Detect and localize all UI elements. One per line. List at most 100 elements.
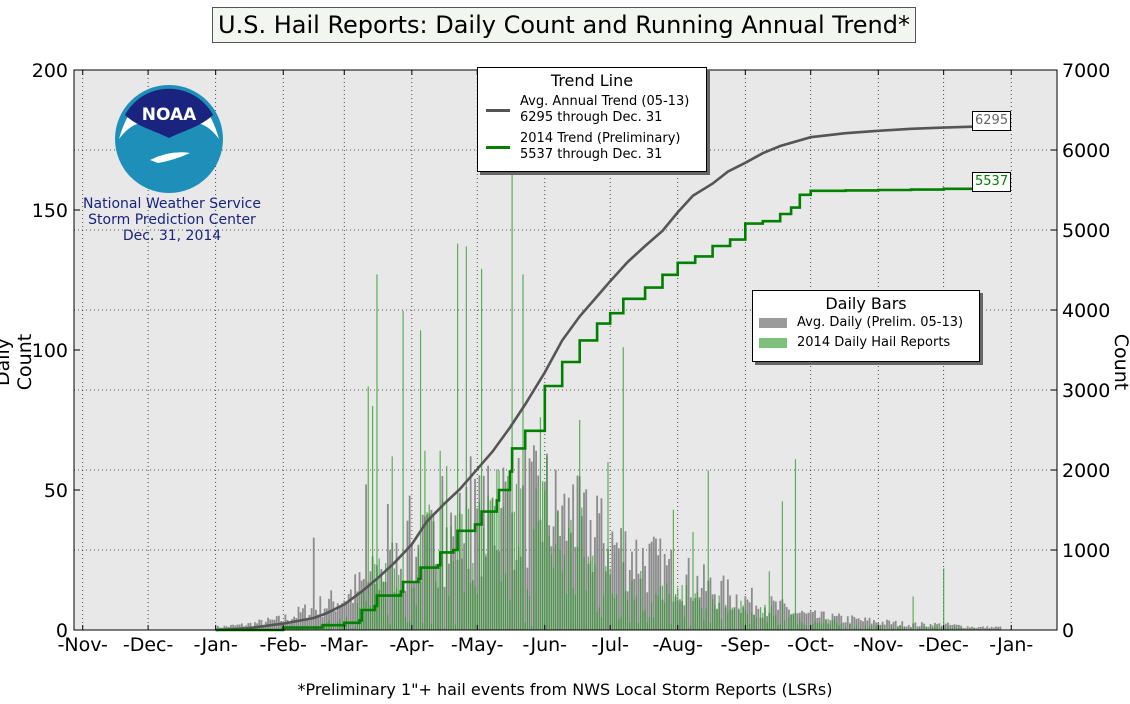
avg-daily-bar [561, 505, 564, 630]
daily-2014-bar [546, 456, 548, 630]
avg-daily-bar [938, 623, 941, 630]
org-line-1: National Weather Service [83, 196, 261, 212]
daily-2014-bar [378, 558, 380, 630]
avg-daily-bar [864, 617, 867, 630]
daily-2014-bar [454, 624, 457, 630]
daily-2014-bar [369, 605, 372, 630]
avg-daily-bar [295, 618, 298, 630]
y-right-tick-label: 2000 [1062, 460, 1110, 482]
daily-2014-bar [607, 462, 609, 630]
daily-2014-bar [500, 581, 502, 630]
daily-2014-bar [727, 612, 729, 630]
daily-2014-bar [426, 511, 428, 630]
trend-legend-avg-line1: Avg. Annual Trend (05-13) [520, 94, 690, 109]
daily-2014-bar [762, 612, 764, 630]
daily-2014-bar [943, 568, 945, 630]
avg-daily-bar [306, 619, 309, 630]
daily-2014-bar [528, 595, 531, 630]
avg-daily-bar [275, 616, 278, 630]
daily-2014-bar [934, 627, 936, 630]
daily-2014-bar [670, 623, 672, 630]
daily-2014-bar [659, 586, 661, 630]
logo-top [125, 88, 213, 138]
avg-daily-bar [803, 612, 806, 630]
trend-2014-line [215, 186, 1004, 632]
daily-2014-bar [692, 532, 694, 630]
daily-2014-bar [903, 626, 906, 630]
daily-2014-bar [945, 628, 947, 630]
right-axis-label: Annual Count [1110, 333, 1130, 391]
avg-daily-bar [722, 575, 725, 630]
daily-2014-bar [594, 564, 596, 630]
daily-2014-bar [494, 505, 496, 630]
daily-2014-bar [533, 529, 535, 630]
avg-daily-bar [997, 626, 1000, 630]
end-label-avg: 6295 [972, 111, 1012, 131]
avg-daily-bar [995, 626, 997, 630]
avg-daily-bar [857, 618, 860, 630]
avg-daily-bar [410, 545, 413, 630]
bars-legend: Daily Bars Avg. Daily (Prelim. 05-13) 20… [752, 290, 980, 362]
trend-legend-2014: 2014 Trend (Preliminary) 5537 through De… [478, 131, 706, 163]
x-tick-label: -Feb- [260, 634, 307, 656]
daily-2014-bar [598, 607, 600, 630]
bars-legend-avg-swatch [759, 318, 787, 328]
avg-daily-bar [620, 528, 622, 630]
daily-2014-bar [738, 608, 740, 630]
daily-2014-bar [609, 568, 611, 630]
avg-daily-bar [905, 626, 908, 630]
avg-daily-bar [291, 619, 293, 630]
x-tick-label: -Sep- [721, 634, 771, 656]
daily-2014-bar [764, 604, 766, 630]
daily-2014-bar [746, 613, 749, 630]
avg-daily-bar [851, 615, 854, 630]
daily-2014-bar [677, 587, 679, 630]
avg-daily-bar [389, 549, 391, 630]
avg-daily-bar [971, 626, 973, 630]
daily-2014-bar [480, 268, 483, 630]
avg-daily-bar [659, 538, 662, 630]
trend-lines [215, 125, 1004, 632]
daily-2014-bar [376, 274, 378, 630]
daily-2014-bar [716, 608, 718, 630]
daily-2014-bar [572, 588, 574, 630]
trend-legend-2014-line2: 5537 through Dec. 31 [520, 147, 663, 162]
daily-2014-bar [855, 624, 858, 630]
avg-daily-bar [615, 542, 618, 630]
daily-2014-bar [629, 622, 631, 630]
daily-2014-bar [592, 555, 594, 630]
avg-daily-bar [365, 484, 367, 630]
avg-daily-bar [430, 509, 433, 630]
daily-2014-bar [672, 509, 674, 630]
avg-daily-bar [650, 541, 653, 630]
daily-2014-bar [515, 483, 518, 630]
y-right-tick-label: 5000 [1062, 220, 1110, 242]
daily-2014-bar [387, 615, 389, 630]
daily-2014-bar [502, 506, 504, 630]
daily-2014-bar [668, 593, 670, 630]
daily-2014-bar [433, 514, 435, 630]
x-tick-label: -Jan- [989, 634, 1033, 656]
daily-2014-bar [330, 626, 332, 630]
daily-2014-bar [417, 547, 419, 630]
daily-2014-bar [382, 581, 385, 630]
daily-2014-bar [740, 600, 742, 630]
daily-2014-bar [868, 626, 871, 630]
avg-daily-bar [663, 553, 666, 630]
daily-2014-bar [537, 521, 539, 630]
avg-daily-bar [648, 543, 651, 630]
daily-2014-bar [814, 621, 816, 630]
trend-legend-2014-line1: 2014 Trend (Preliminary) [520, 131, 681, 146]
daily-2014-bar [805, 625, 807, 630]
avg-daily-bar [463, 543, 466, 630]
avg-daily-bar [820, 611, 823, 630]
avg-daily-bar [726, 579, 729, 630]
avg-daily-bar [572, 484, 575, 630]
avg-daily-bar [883, 624, 886, 630]
daily-2014-bar [831, 620, 834, 630]
daily-2014-bar [542, 481, 544, 630]
daily-2014-bar [949, 628, 951, 630]
avg-daily-bar [748, 602, 751, 630]
avg-daily-bar [395, 542, 398, 630]
avg-daily-bar [655, 538, 657, 630]
